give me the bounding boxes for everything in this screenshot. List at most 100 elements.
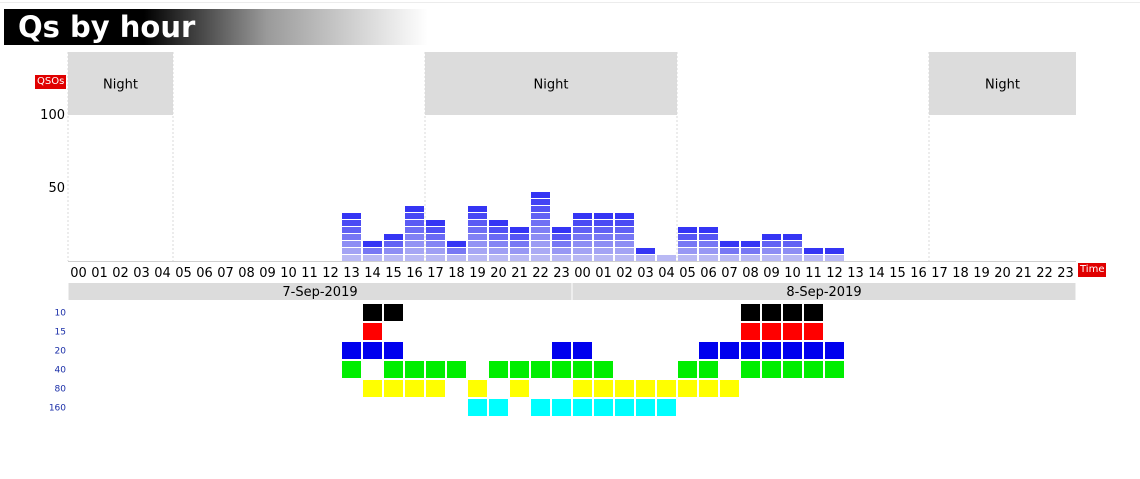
bar-segment — [468, 206, 487, 212]
hour-label: 13 — [343, 266, 360, 281]
bar-segment — [678, 241, 697, 247]
bar-segment — [762, 234, 781, 240]
bar-segment — [594, 241, 613, 247]
y-tick-label: 100 — [40, 108, 65, 123]
bar-segment — [783, 241, 802, 247]
bar-segment — [825, 248, 844, 254]
hour-label: 05 — [679, 266, 696, 281]
night-label: Night — [103, 78, 138, 93]
band-label: 40 — [55, 366, 67, 376]
bar-segment — [531, 220, 550, 226]
hour-label: 08 — [238, 266, 255, 281]
bar-segment — [363, 241, 382, 247]
hour-label: 14 — [868, 266, 885, 281]
bar-segment — [762, 255, 781, 261]
bar-segment — [531, 227, 550, 233]
band-cell — [594, 399, 613, 416]
bar-segment — [342, 227, 361, 233]
bar-segment — [363, 255, 382, 261]
night-band — [68, 52, 173, 115]
bar-segment — [720, 255, 739, 261]
band-cell — [699, 380, 718, 397]
bar-segment — [573, 248, 592, 254]
bar-segment — [783, 234, 802, 240]
hour-label: 04 — [658, 266, 675, 281]
bar-segment — [573, 234, 592, 240]
bar-segment — [342, 255, 361, 261]
bar-segment — [489, 227, 508, 233]
bar-segment — [531, 206, 550, 212]
band-cell — [384, 380, 403, 397]
hour-label: 17 — [931, 266, 948, 281]
bar-segment — [531, 213, 550, 219]
band-cell — [426, 380, 445, 397]
band-cell — [363, 342, 382, 359]
hour-label: 04 — [154, 266, 171, 281]
hour-label: 22 — [532, 266, 549, 281]
bar-segment — [573, 213, 592, 219]
band-cell — [762, 361, 781, 378]
bar-segment — [762, 248, 781, 254]
bar-segment — [594, 227, 613, 233]
band-cell — [489, 399, 508, 416]
bar-segment — [363, 248, 382, 254]
band-cell — [783, 323, 802, 340]
bar-segment — [405, 220, 424, 226]
band-cell — [342, 361, 361, 378]
hour-label: 18 — [952, 266, 969, 281]
band-cell — [825, 342, 844, 359]
band-cell — [573, 380, 592, 397]
bar-segment — [720, 248, 739, 254]
bar-segment — [468, 213, 487, 219]
band-cell — [531, 399, 550, 416]
hour-label: 06 — [700, 266, 717, 281]
bar-segment — [699, 248, 718, 254]
bar-segment — [636, 255, 655, 261]
bar-segment — [552, 248, 571, 254]
band-cell — [363, 304, 382, 321]
band-cell — [783, 304, 802, 321]
band-cell — [678, 380, 697, 397]
night-label: Night — [985, 78, 1020, 93]
night-band — [929, 52, 1076, 115]
hour-label: 16 — [910, 266, 927, 281]
bar-segment — [489, 241, 508, 247]
bar-segment — [384, 248, 403, 254]
chart-title: Qs by hour — [18, 10, 196, 44]
bar-segment — [699, 227, 718, 233]
bar-segment — [678, 248, 697, 254]
bar-segment — [804, 248, 823, 254]
night-label: Night — [534, 78, 569, 93]
band-cell — [405, 361, 424, 378]
bar-segment — [384, 241, 403, 247]
bar-segment — [426, 234, 445, 240]
hour-label: 10 — [784, 266, 801, 281]
bar-segment — [699, 255, 718, 261]
band-cell — [741, 304, 760, 321]
bar-segment — [783, 248, 802, 254]
bar-segment — [510, 241, 529, 247]
hour-label: 01 — [595, 266, 612, 281]
bar-segment — [552, 227, 571, 233]
bar-segment — [447, 255, 466, 261]
band-cell — [531, 361, 550, 378]
bar-segment — [447, 248, 466, 254]
band-cell — [363, 323, 382, 340]
bar-segment — [468, 255, 487, 261]
band-cell — [594, 380, 613, 397]
title-banner: Qs by hour — [4, 9, 428, 45]
band-cell — [405, 380, 424, 397]
bar-segment — [615, 227, 634, 233]
band-cell — [762, 323, 781, 340]
day-label: 8-Sep-2019 — [786, 285, 861, 300]
band-cell — [657, 399, 676, 416]
bar-segment — [783, 255, 802, 261]
hour-label: 16 — [406, 266, 423, 281]
bar-segment — [405, 241, 424, 247]
bar-segment — [426, 241, 445, 247]
band-cell — [552, 361, 571, 378]
bar-segment — [615, 234, 634, 240]
bar-segment — [468, 234, 487, 240]
bar-segment — [342, 220, 361, 226]
